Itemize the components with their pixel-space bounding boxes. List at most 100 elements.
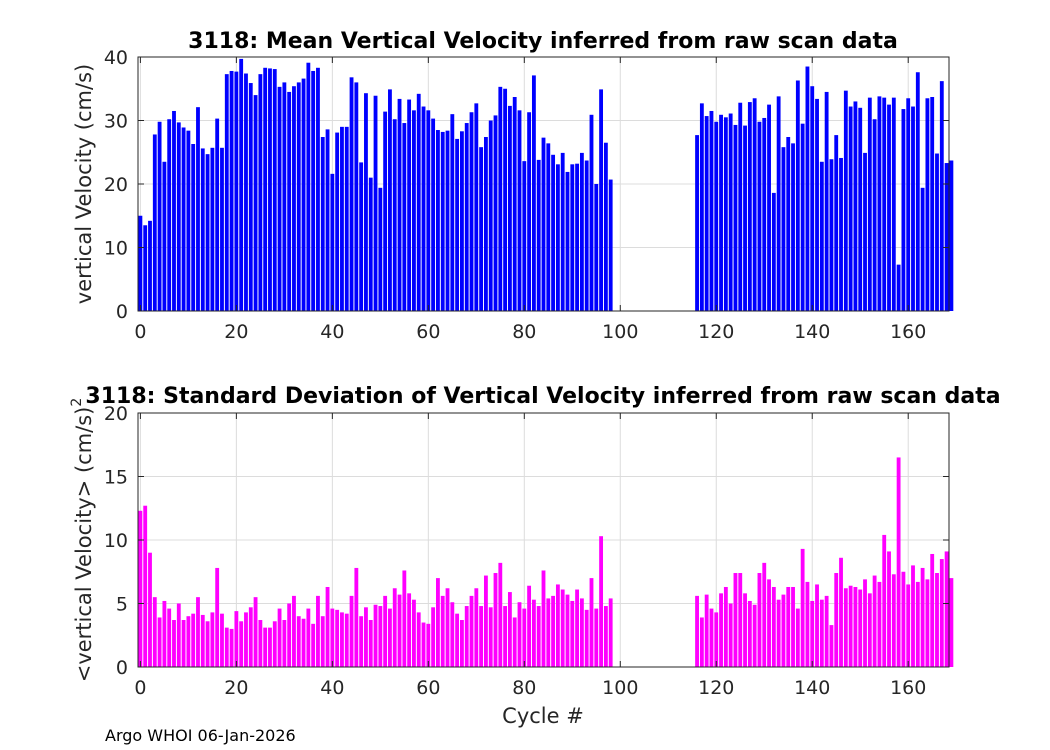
mean-velocity-y-tick-label: 30 (104, 111, 128, 133)
std-velocity-bar (608, 598, 613, 667)
std-velocity-bar (781, 594, 786, 667)
mean-velocity-bar (560, 152, 565, 311)
mean-velocity-bar (853, 101, 858, 311)
mean-velocity-bar (767, 104, 771, 311)
std-velocity-x-tick-label: 100 (602, 677, 638, 699)
std-velocity-bar (316, 595, 320, 667)
mean-velocity-bar (579, 152, 584, 311)
mean-velocity-bar (224, 74, 229, 312)
mean-velocity-bar (536, 159, 541, 311)
mean-velocity-bar (215, 118, 220, 311)
mean-velocity-x-tick-label: 40 (320, 321, 344, 343)
std-velocity-bar (220, 613, 224, 667)
std-velocity-bar (834, 573, 839, 667)
mean-velocity-bar (340, 126, 344, 311)
std-velocity-bar (877, 581, 882, 667)
mean-velocity-bar (464, 123, 469, 311)
mean-velocity-bar (296, 82, 301, 312)
mean-velocity-bar (152, 134, 157, 311)
std-velocity-bar (172, 620, 176, 667)
mean-velocity-bar (872, 119, 877, 311)
std-velocity-bar (719, 593, 723, 667)
mean-velocity-bar (599, 89, 604, 311)
mean-velocity-bar (920, 187, 925, 311)
mean-velocity-x-tick-label: 80 (512, 321, 536, 343)
std-velocity-bar (848, 585, 853, 667)
std-velocity-x-label: Cycle # (502, 704, 584, 728)
std-velocity-x-tick-label: 40 (320, 677, 344, 699)
mean-velocity-bar (335, 132, 340, 311)
std-velocity-bar (546, 598, 551, 667)
mean-velocity-bar (843, 90, 848, 311)
std-velocity-bar (464, 606, 469, 667)
std-velocity-bar (699, 617, 704, 667)
mean-velocity-bar (397, 98, 402, 311)
mean-velocity-bar (364, 93, 368, 311)
std-velocity-x-tick-label: 80 (512, 677, 536, 699)
mean-velocity-bar (383, 111, 388, 311)
mean-velocity-bar (200, 148, 205, 311)
mean-velocity-bar (186, 130, 191, 311)
std-velocity-bar (565, 594, 570, 667)
std-velocity-bar (498, 562, 503, 667)
mean-velocity-bar (949, 160, 954, 311)
mean-velocity-bar (714, 121, 719, 312)
std-velocity-bar (527, 585, 532, 667)
std-velocity-bar (503, 606, 508, 667)
mean-velocity-bar (479, 147, 484, 311)
std-velocity-bar (589, 578, 594, 667)
std-velocity-y-label-text: <vertical Velocity> (cm/s) (72, 407, 96, 683)
mean-velocity-bar (819, 161, 824, 311)
std-velocity-bar (282, 620, 287, 667)
mean-velocity-bar (469, 112, 474, 312)
mean-velocity-bar (244, 73, 248, 311)
std-velocity-bar (148, 552, 152, 667)
std-velocity-bar (531, 599, 536, 667)
mean-velocity-bar (930, 97, 935, 311)
mean-velocity-x-tick-label: 20 (224, 321, 248, 343)
mean-velocity-bar (253, 95, 258, 311)
std-velocity-bar (306, 608, 311, 667)
std-velocity-bar (263, 627, 268, 667)
std-velocity-bar (570, 600, 575, 667)
std-velocity-bar (397, 594, 402, 667)
mean-velocity-x-ticks: 0 20 40 60 80 100 120 140 160 (134, 57, 926, 343)
mean-velocity-bar (887, 104, 891, 311)
mean-velocity-bar (882, 97, 887, 311)
std-velocity-bar (311, 623, 316, 667)
std-velocity-bar (196, 597, 200, 667)
mean-velocity-y-tick-label: 20 (104, 174, 128, 196)
mean-velocity-bar (220, 147, 224, 311)
mean-velocity-bar (709, 110, 714, 311)
mean-velocity-bar (258, 74, 263, 312)
std-velocity-bar (181, 620, 186, 667)
mean-velocity-bar (752, 98, 757, 312)
mean-velocity-bar (891, 97, 896, 311)
mean-velocity-bar (483, 137, 488, 311)
mean-velocity-bar (594, 184, 599, 311)
mean-velocity-bar (373, 95, 378, 311)
std-velocity-bar (906, 584, 911, 667)
std-velocity-bar (738, 573, 743, 667)
mean-velocity-bar (344, 126, 349, 311)
std-velocity-bar (863, 579, 867, 667)
mean-velocity-bar (167, 119, 172, 311)
mean-velocity-bar (277, 86, 282, 311)
mean-velocity-bar (795, 80, 800, 312)
std-velocity-bar (599, 536, 604, 667)
std-velocity-bars (138, 457, 954, 667)
mean-velocity-bar (608, 179, 613, 311)
mean-velocity-bar (407, 99, 412, 311)
mean-velocity-bar (359, 162, 364, 311)
std-velocity-bar (191, 613, 196, 667)
std-velocity-bar (167, 608, 172, 667)
mean-velocity-bar (138, 215, 143, 311)
std-velocity-y-tick-label: 0 (116, 657, 128, 679)
std-velocity-bar (560, 589, 565, 667)
mean-velocity-bar (172, 110, 176, 311)
std-velocity-bar (479, 606, 484, 667)
mean-velocity-bar (565, 171, 570, 311)
std-velocity-bar (138, 510, 143, 667)
mean-velocity-bar (493, 115, 498, 311)
std-velocity-bar (421, 622, 426, 667)
